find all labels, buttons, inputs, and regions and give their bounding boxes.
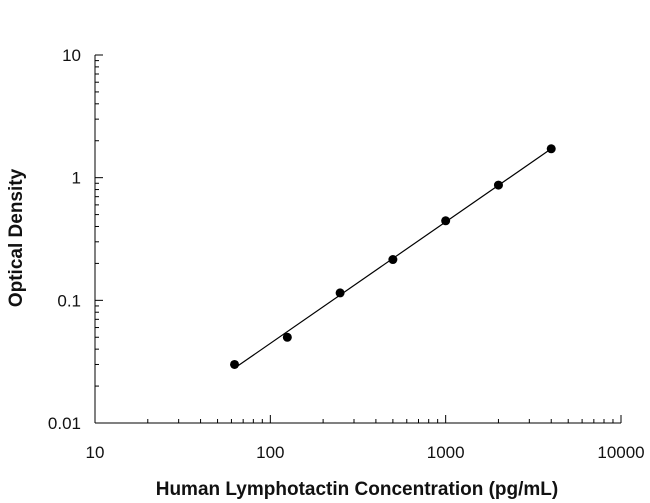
x-tick-label: 10 bbox=[86, 443, 105, 462]
data-point bbox=[388, 255, 398, 265]
x-tick-label: 1000 bbox=[427, 443, 465, 462]
data-point bbox=[335, 288, 345, 298]
x-tick-label: 10000 bbox=[597, 443, 644, 462]
y-tick-label: 0.01 bbox=[48, 414, 81, 433]
x-tick-label: 100 bbox=[256, 443, 284, 462]
data-point bbox=[493, 180, 503, 190]
data-points bbox=[230, 144, 556, 369]
data-point bbox=[441, 216, 451, 226]
data-point bbox=[282, 332, 292, 342]
data-point bbox=[546, 144, 556, 154]
x-axis-title: Human Lymphotactin Concentration (pg/mL) bbox=[156, 479, 559, 500]
axes: 10 100 1000 10000 0.01 0.1 1 10 bbox=[48, 46, 645, 462]
data-point bbox=[230, 359, 240, 369]
y-tick-label: 1 bbox=[72, 169, 81, 188]
y-tick-label: 10 bbox=[62, 46, 81, 65]
y-axis-title: Optical Density bbox=[6, 168, 27, 307]
y-tick-label: 0.1 bbox=[57, 291, 81, 310]
